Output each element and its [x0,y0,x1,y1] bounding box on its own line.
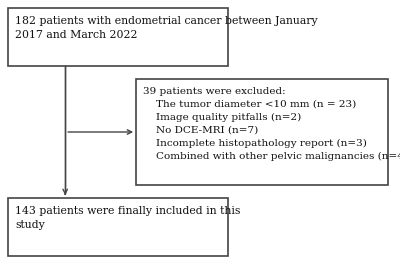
Bar [8,8,228,66]
Bar [136,79,388,185]
Text: 39 patients were excluded:
    The tumor diameter <10 mm (n = 23)
    Image qual: 39 patients were excluded: The tumor dia… [143,87,400,161]
Text: 143 patients were finally included in this
study: 143 patients were finally included in th… [15,206,240,230]
Text: 182 patients with endometrial cancer between January
2017 and March 2022: 182 patients with endometrial cancer bet… [15,16,318,40]
Bar [8,198,228,256]
